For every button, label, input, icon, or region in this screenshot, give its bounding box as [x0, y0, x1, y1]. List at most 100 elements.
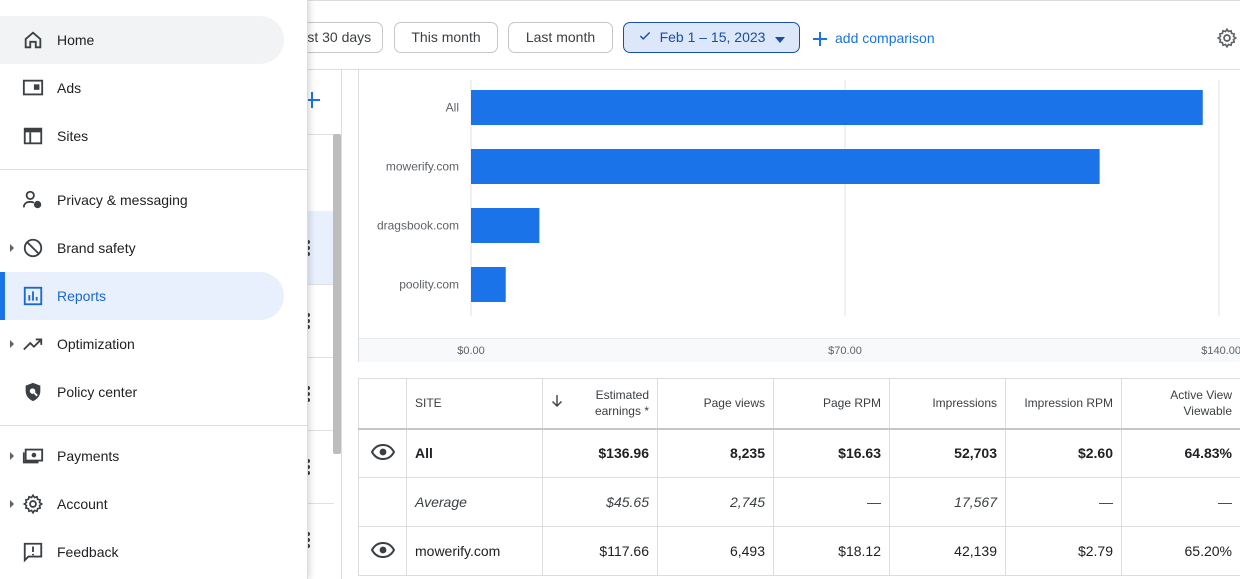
y-category-label: poolity.com — [399, 278, 459, 292]
cell-earnings: $45.65 — [542, 477, 658, 527]
caret-down-icon — [775, 24, 786, 53]
nav-item-privacy-messaging[interactable]: Privacy & messaging — [0, 176, 284, 224]
chip-last-month[interactable]: Last month — [508, 22, 613, 53]
nav-item-policy-center[interactable]: Policy center — [0, 368, 284, 416]
header-label: Estimated earnings * — [594, 388, 649, 419]
expand-arrow-icon — [10, 500, 14, 508]
feedback-icon — [23, 542, 43, 563]
header-label: Active View Viewable — [1170, 388, 1232, 419]
date-filter-bar: Last 30 days This month Last month Feb 1… — [280, 0, 1240, 70]
cell-active-view: 64.83% — [1121, 428, 1240, 478]
earnings-bar-chart: $0.00 $70.00 $140.00 All mowerify.com dragsbo… — [358, 70, 1240, 362]
visibility-eye-icon[interactable] — [358, 428, 407, 478]
plus-icon — [813, 32, 827, 47]
cell-page-rpm: — — [773, 477, 890, 527]
header-label: Page views — [703, 396, 765, 411]
expand-arrow-icon — [10, 340, 14, 348]
shield-icon — [25, 382, 41, 402]
scrollbar[interactable] — [333, 134, 341, 454]
header-page-views[interactable]: Page views — [657, 378, 774, 429]
header-estimated-earnings[interactable]: Estimated earnings * — [542, 378, 658, 429]
add-comparison-label: add comparison — [835, 30, 935, 46]
nav-item-feedback[interactable]: Feedback — [0, 528, 284, 576]
cell-impression-rpm: $2.79 — [1005, 526, 1122, 576]
nav-item-sites[interactable]: Sites — [0, 112, 284, 160]
cell-earnings: $117.66 — [542, 526, 658, 576]
header-site[interactable]: SITE — [406, 378, 543, 429]
nav-label: Payments — [57, 448, 120, 464]
nav-label: Account — [57, 496, 108, 512]
header-page-rpm[interactable]: Page RPM — [773, 378, 890, 429]
header-label: Impressions — [932, 396, 997, 411]
nav-item-home[interactable]: Home — [0, 16, 284, 64]
more-vert-icon[interactable] — [306, 459, 310, 477]
trending-up-icon — [23, 338, 43, 351]
cell-site: Average — [406, 477, 543, 527]
chip-label: Last month — [525, 29, 596, 45]
cell-active-view: — — [1121, 477, 1240, 527]
nav-label: Privacy & messaging — [57, 192, 188, 208]
y-category-label: All — [446, 101, 459, 115]
expand-arrow-icon — [10, 452, 14, 460]
cell-earnings: $136.96 — [542, 428, 658, 478]
more-vert-icon[interactable] — [306, 313, 310, 331]
cell-site: All — [406, 428, 543, 478]
nav-label: Home — [57, 32, 95, 48]
date-range-label: Feb 1 – 15, 2023 — [659, 29, 766, 45]
expand-arrow-icon — [10, 244, 14, 252]
y-category-label: dragsbook.com — [377, 219, 459, 233]
nav-label: Policy center — [57, 384, 138, 400]
privacy-icon — [22, 190, 42, 209]
nav-item-ads[interactable]: Ads — [0, 64, 284, 112]
add-comparison-button[interactable]: add comparison — [813, 28, 935, 48]
visibility-eye-icon[interactable] — [358, 526, 407, 576]
cell-impressions: 42,139 — [889, 526, 1006, 576]
nav-item-account[interactable]: Account — [0, 480, 284, 528]
more-vert-icon[interactable] — [306, 532, 310, 550]
chip-date-range[interactable]: Feb 1 – 15, 2023 — [623, 22, 800, 53]
x-tick-label: $70.00 — [828, 345, 862, 357]
header-impressions[interactable]: Impressions — [889, 378, 1006, 429]
nav-item-brand-safety[interactable]: Brand safety — [0, 224, 284, 272]
nav-item-payments[interactable]: Payments — [0, 432, 284, 480]
table-row-total: All $136.96 8,235 $16.63 52,703 $2.60 64… — [358, 428, 1240, 478]
cell-page-views: 8,235 — [657, 428, 774, 478]
header-label: Page RPM — [822, 396, 881, 411]
nav-item-optimization[interactable]: Optimization — [0, 320, 284, 368]
chip-label: This month — [411, 29, 481, 45]
bar-mowerify-com[interactable] — [471, 149, 1100, 184]
row-divider — [300, 134, 334, 135]
more-vert-icon[interactable] — [306, 386, 310, 404]
settings-gear-icon[interactable] — [1216, 27, 1238, 54]
cell-impression-rpm: — — [1005, 477, 1122, 527]
cell-page-views: 2,745 — [657, 477, 774, 527]
header-impression-rpm[interactable]: Impression RPM — [1005, 378, 1122, 429]
sites-icon — [23, 127, 43, 145]
cell-active-view: 65.20% — [1121, 526, 1240, 576]
table-header-row: SITE Estimated earnings * Page views Pag… — [358, 378, 1240, 429]
sort-down-arrow-icon — [551, 395, 563, 411]
header-active-view-viewable[interactable]: Active View Viewable — [1121, 378, 1240, 429]
home-icon — [24, 31, 42, 49]
cell-impression-rpm: $2.60 — [1005, 428, 1122, 478]
bar-chart-icon — [23, 286, 43, 306]
cell-impressions: 52,703 — [889, 428, 1006, 478]
bar-dragsbook-com[interactable] — [471, 208, 540, 243]
more-vert-icon[interactable] — [306, 240, 310, 258]
check-icon — [638, 24, 652, 53]
nav-label: Optimization — [57, 336, 135, 352]
nav-item-reports[interactable]: Reports — [0, 272, 284, 320]
chip-this-month[interactable]: This month — [394, 22, 498, 53]
nav-label: Feedback — [57, 544, 119, 560]
bar-poolity-com[interactable] — [471, 267, 506, 302]
header-label: SITE — [415, 396, 442, 411]
nav-divider — [0, 425, 308, 426]
ads-icon — [22, 79, 44, 96]
row-divider — [300, 357, 334, 358]
chip-label: Last 30 days — [291, 29, 372, 45]
navigation-drawer: Home Ads Sites Privacy & messaging Brand… — [0, 0, 308, 579]
bar-all[interactable] — [471, 90, 1203, 125]
cell-site[interactable]: mowerify.com — [406, 526, 543, 576]
cell-impressions: 17,567 — [889, 477, 1006, 527]
cell-page-views: 6,493 — [657, 526, 774, 576]
